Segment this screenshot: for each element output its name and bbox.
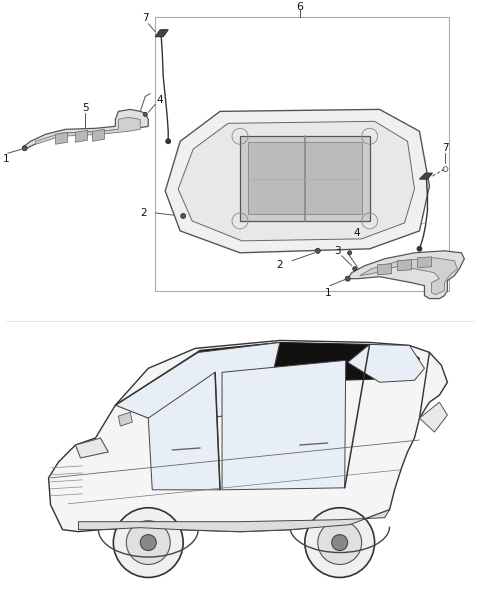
Text: 6: 6	[296, 2, 303, 12]
Polygon shape	[23, 110, 148, 149]
Circle shape	[140, 535, 156, 551]
Text: 7: 7	[142, 13, 149, 23]
Polygon shape	[348, 251, 464, 299]
Polygon shape	[148, 372, 220, 490]
Circle shape	[166, 139, 171, 144]
Circle shape	[126, 521, 170, 564]
Circle shape	[113, 508, 183, 578]
Circle shape	[305, 508, 374, 578]
Polygon shape	[115, 343, 280, 420]
Text: 4: 4	[157, 95, 164, 105]
Polygon shape	[397, 259, 411, 271]
Polygon shape	[240, 136, 370, 221]
Polygon shape	[155, 30, 168, 37]
Polygon shape	[75, 438, 108, 458]
Circle shape	[180, 214, 186, 218]
Circle shape	[348, 251, 352, 255]
Polygon shape	[48, 340, 447, 532]
Circle shape	[22, 146, 27, 151]
Circle shape	[332, 535, 348, 551]
Text: 4: 4	[353, 228, 360, 238]
Circle shape	[345, 276, 350, 281]
Circle shape	[318, 521, 361, 564]
Polygon shape	[75, 130, 87, 142]
Circle shape	[417, 246, 422, 252]
Circle shape	[144, 113, 147, 116]
Polygon shape	[56, 132, 68, 144]
Polygon shape	[418, 257, 432, 267]
Polygon shape	[222, 360, 346, 490]
Text: 3: 3	[335, 246, 341, 256]
Polygon shape	[93, 129, 104, 141]
Polygon shape	[36, 118, 140, 144]
Polygon shape	[420, 173, 432, 179]
Polygon shape	[195, 343, 420, 380]
Polygon shape	[378, 264, 392, 275]
Text: 1: 1	[324, 288, 331, 297]
Circle shape	[315, 248, 320, 253]
Polygon shape	[360, 258, 457, 294]
Text: 2: 2	[276, 259, 283, 270]
Polygon shape	[165, 110, 430, 253]
Text: 1: 1	[2, 154, 9, 164]
Text: 7: 7	[442, 143, 449, 153]
Polygon shape	[348, 345, 424, 382]
Circle shape	[353, 267, 357, 271]
Polygon shape	[119, 412, 132, 426]
Polygon shape	[78, 510, 390, 532]
Text: 2: 2	[140, 208, 146, 218]
Polygon shape	[178, 121, 415, 241]
Text: 5: 5	[82, 103, 89, 113]
Polygon shape	[420, 402, 447, 432]
Polygon shape	[248, 142, 361, 214]
